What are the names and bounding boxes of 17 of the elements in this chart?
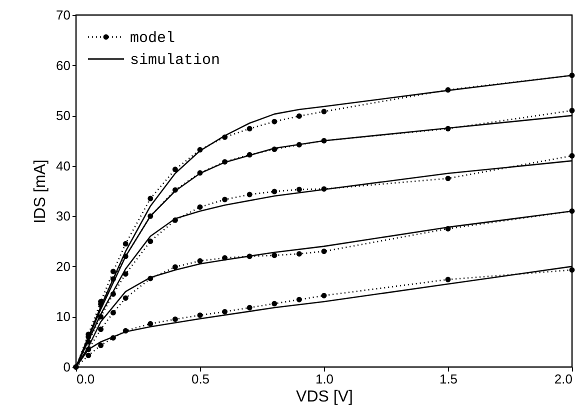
- x-tick-label: 0.0: [76, 372, 95, 386]
- y-tick-label: 30: [56, 208, 70, 224]
- x-tick-label: 2.0: [554, 372, 572, 386]
- y-tick-label: 50: [56, 108, 70, 124]
- y-tick-label: 60: [56, 58, 70, 73]
- y-tick-label: 0: [63, 360, 70, 374]
- y-tick-label: 40: [56, 158, 70, 174]
- y-tick-label: 70: [56, 8, 70, 22]
- legend-label: simulation: [130, 52, 220, 69]
- x-tick-label: 1.5: [439, 372, 458, 386]
- y-axis-title: IDS [mA]: [32, 159, 50, 224]
- x-tick-label: 1.0: [315, 372, 334, 386]
- y-tick-label: 10: [56, 309, 70, 324]
- x-axis-title: VDS [V]: [296, 388, 353, 406]
- y-tick-label: 20: [56, 258, 70, 274]
- x-tick-label: 0.5: [191, 372, 210, 386]
- legend-label: model: [130, 30, 176, 47]
